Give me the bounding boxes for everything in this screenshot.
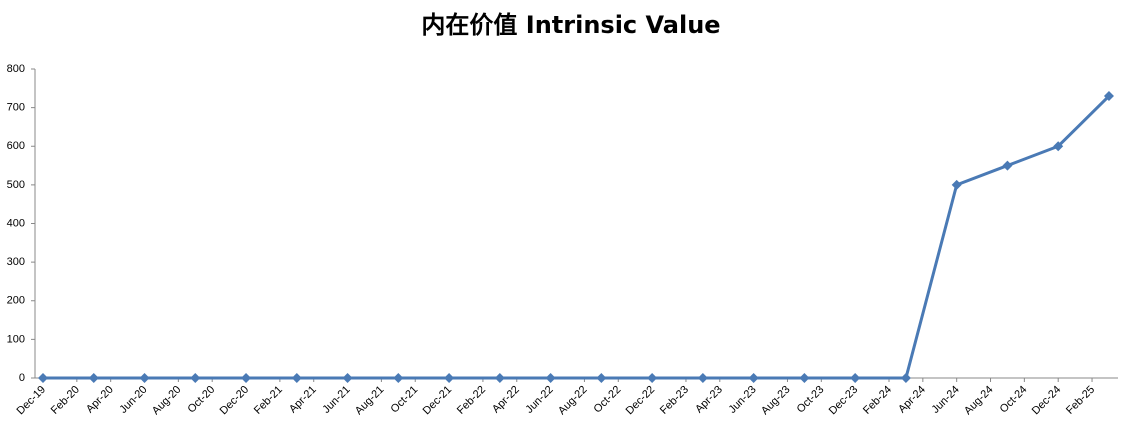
marker bbox=[799, 373, 810, 383]
x-tick-label: Dec-23 bbox=[827, 384, 861, 418]
marker bbox=[647, 373, 658, 383]
marker bbox=[393, 373, 404, 383]
x-tick-label: Oct-23 bbox=[795, 384, 827, 416]
marker bbox=[444, 373, 455, 383]
x-tick-label: Jun-22 bbox=[523, 384, 555, 416]
x-tick-label: Oct-21 bbox=[389, 384, 421, 416]
y-tick-label: 700 bbox=[7, 102, 25, 114]
x-tick-label: Feb-20 bbox=[49, 384, 82, 417]
x-tick-label: Jun-21 bbox=[320, 384, 352, 416]
x-tick-label: Dec-21 bbox=[421, 384, 455, 418]
chart-title: 内在价值 Intrinsic Value bbox=[421, 11, 720, 39]
line bbox=[43, 94, 1111, 380]
x-tick-label: Apr-20 bbox=[84, 384, 116, 416]
marker bbox=[900, 373, 911, 383]
x-tick-label: Oct-24 bbox=[998, 384, 1030, 416]
x-tick-label: Jun-23 bbox=[726, 384, 758, 416]
marker bbox=[342, 373, 353, 383]
marker bbox=[748, 373, 759, 383]
x-tick-label: Dec-22 bbox=[624, 384, 658, 418]
y-tick-label: 0 bbox=[19, 372, 25, 384]
marker bbox=[697, 373, 708, 383]
marker bbox=[38, 373, 48, 383]
marker bbox=[1053, 141, 1064, 152]
x-tick-label: Feb-23 bbox=[658, 384, 691, 417]
y-tick-label: 100 bbox=[7, 333, 25, 345]
x-tick-label: Dec-19 bbox=[15, 384, 49, 418]
x-tick-label: Dec-24 bbox=[1030, 384, 1064, 418]
y-tick-label: 500 bbox=[7, 179, 25, 191]
y-tick-label: 300 bbox=[7, 256, 25, 268]
x-tick-label: Aug-22 bbox=[556, 384, 590, 418]
marker bbox=[190, 373, 201, 383]
marker bbox=[1002, 160, 1013, 171]
x-tick-label: Feb-22 bbox=[455, 384, 488, 417]
x-tick-label: Apr-22 bbox=[490, 384, 522, 416]
marker bbox=[545, 373, 556, 383]
marker bbox=[139, 373, 150, 383]
x-tick-label: Apr-24 bbox=[896, 384, 928, 416]
marker bbox=[494, 373, 505, 383]
y-tick-label: 400 bbox=[7, 217, 25, 229]
x-tick-label: Jun-24 bbox=[930, 384, 962, 416]
x-tick-label: Jun-20 bbox=[117, 384, 149, 416]
marker bbox=[596, 373, 607, 383]
x-tick-label: Aug-24 bbox=[962, 384, 996, 418]
x-tick-label: Feb-25 bbox=[1064, 384, 1097, 417]
x-tick-label: Feb-21 bbox=[252, 384, 285, 417]
x-tick-label: Feb-24 bbox=[861, 384, 894, 417]
x-tick-label: Dec-20 bbox=[218, 384, 252, 418]
marker bbox=[88, 373, 99, 383]
y-tick-label: 800 bbox=[7, 63, 25, 75]
x-tick-label: Apr-23 bbox=[693, 384, 725, 416]
x-tick-label: Aug-23 bbox=[759, 384, 793, 418]
marker bbox=[1103, 91, 1114, 102]
y-tick-label: 200 bbox=[7, 295, 25, 307]
marker bbox=[241, 373, 252, 383]
marker bbox=[850, 373, 861, 383]
x-tick-label: Aug-20 bbox=[150, 384, 184, 418]
x-tick-label: Aug-21 bbox=[353, 384, 387, 418]
x-tick-label: Oct-20 bbox=[185, 384, 217, 416]
marker bbox=[951, 179, 962, 190]
x-tick-label: Oct-22 bbox=[592, 384, 624, 416]
marker bbox=[291, 373, 302, 383]
x-tick-label: Apr-21 bbox=[287, 384, 319, 416]
y-tick-label: 600 bbox=[7, 140, 25, 152]
